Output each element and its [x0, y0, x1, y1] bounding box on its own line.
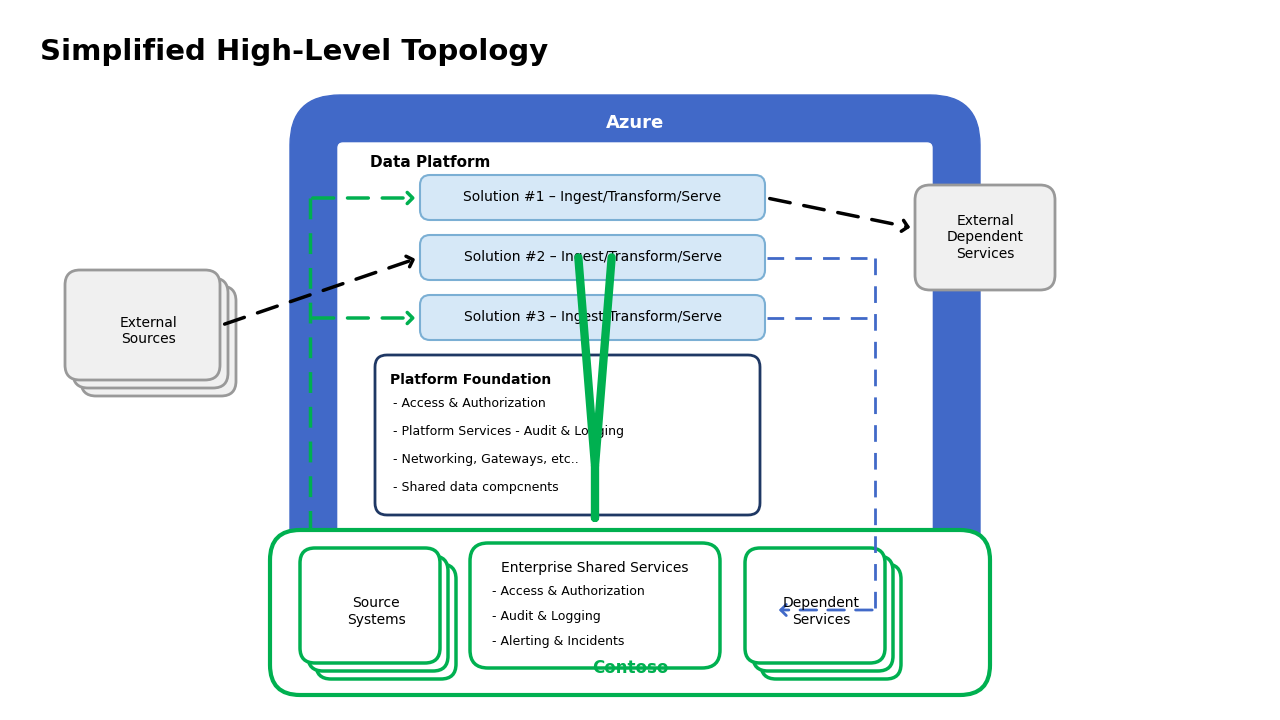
Text: Solution #3 – Ingest/Transform/Serve: Solution #3 – Ingest/Transform/Serve: [463, 310, 722, 325]
FancyBboxPatch shape: [420, 235, 765, 280]
FancyBboxPatch shape: [753, 556, 893, 671]
FancyBboxPatch shape: [420, 175, 765, 220]
Text: - Shared data compcnents: - Shared data compcnents: [393, 481, 558, 494]
FancyBboxPatch shape: [291, 95, 980, 610]
FancyBboxPatch shape: [420, 295, 765, 340]
FancyBboxPatch shape: [316, 564, 456, 679]
Text: Platform Foundation: Platform Foundation: [390, 373, 552, 387]
Text: Contoso: Contoso: [591, 659, 668, 677]
FancyBboxPatch shape: [73, 278, 228, 388]
FancyBboxPatch shape: [300, 548, 440, 663]
FancyBboxPatch shape: [745, 548, 884, 663]
Text: - Networking, Gateways, etc..: - Networking, Gateways, etc..: [393, 453, 579, 466]
Text: - Access & Authorization: - Access & Authorization: [492, 585, 645, 598]
FancyBboxPatch shape: [270, 530, 989, 695]
FancyBboxPatch shape: [338, 143, 932, 562]
FancyBboxPatch shape: [470, 543, 719, 668]
FancyBboxPatch shape: [81, 286, 236, 396]
Text: - Platform Services - Audit & Logging: - Platform Services - Audit & Logging: [393, 425, 625, 438]
Text: Solution #1 – Ingest/Transform/Serve: Solution #1 – Ingest/Transform/Serve: [463, 191, 722, 204]
Text: Azure: Azure: [605, 114, 664, 132]
FancyBboxPatch shape: [308, 556, 448, 671]
Text: - Alerting & Incidents: - Alerting & Incidents: [492, 635, 625, 648]
Text: - Access & Authorization: - Access & Authorization: [393, 397, 545, 410]
Text: Enterprise Shared Services: Enterprise Shared Services: [502, 561, 689, 575]
FancyBboxPatch shape: [65, 270, 220, 380]
Text: External
Dependent
Services: External Dependent Services: [946, 215, 1024, 261]
FancyBboxPatch shape: [915, 185, 1055, 290]
Text: Source
Systems: Source Systems: [347, 596, 406, 626]
FancyBboxPatch shape: [762, 564, 901, 679]
FancyBboxPatch shape: [375, 355, 760, 515]
Text: Simplified High-Level Topology: Simplified High-Level Topology: [40, 38, 548, 66]
Text: External
Sources: External Sources: [119, 316, 178, 346]
Text: Solution #2 – Ingest/Transform/Serve: Solution #2 – Ingest/Transform/Serve: [463, 251, 722, 264]
Text: Data Platform: Data Platform: [370, 155, 490, 170]
Text: - Audit & Logging: - Audit & Logging: [492, 610, 600, 623]
Text: Dependent
Services: Dependent Services: [782, 596, 859, 626]
